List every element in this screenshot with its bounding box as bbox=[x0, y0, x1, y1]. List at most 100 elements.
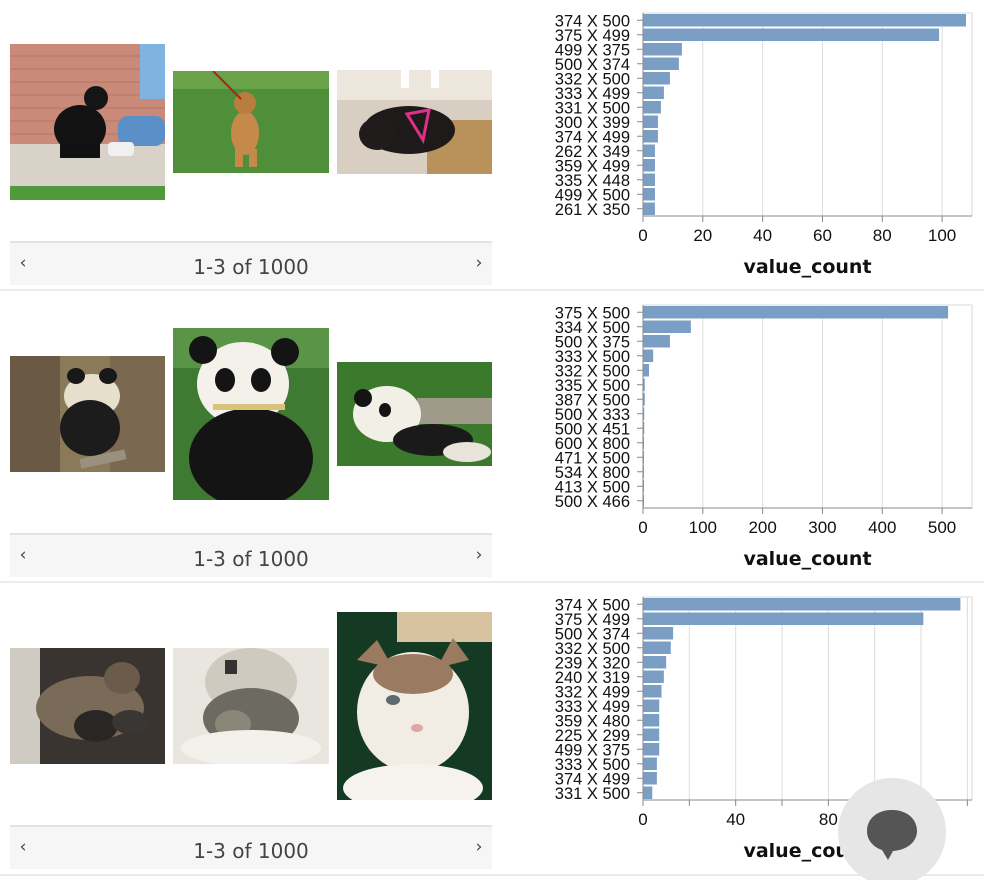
panel-cats: ‹ 1-3 of 1000 › 0 40 80 374 X 500 375 X 499 5… bbox=[0, 584, 984, 875]
y-category-label: 331 X 500 bbox=[555, 785, 630, 803]
bar[interactable] bbox=[643, 14, 967, 27]
pager-label: 1-3 of 1000 bbox=[193, 839, 309, 863]
thumbnail-black-dog[interactable] bbox=[10, 44, 165, 200]
thumbnail-tabby-basket[interactable] bbox=[173, 648, 329, 764]
bar[interactable] bbox=[643, 202, 655, 216]
chat-button[interactable] bbox=[838, 778, 946, 880]
bar[interactable] bbox=[643, 627, 674, 640]
bar[interactable] bbox=[643, 641, 671, 655]
bar[interactable] bbox=[643, 699, 660, 713]
pager-next-button[interactable]: › bbox=[475, 545, 483, 565]
panda-eating-bamboo-photo-icon bbox=[173, 328, 329, 500]
thumbnail-black-pug[interactable] bbox=[337, 70, 492, 174]
y-category-label: 300 X 399 bbox=[555, 114, 630, 132]
x-tick-label: 60 bbox=[813, 226, 832, 245]
image-gallery bbox=[10, 0, 492, 291]
thumbnail-panda-tree[interactable] bbox=[10, 356, 165, 472]
bar[interactable] bbox=[643, 612, 924, 626]
panda-lying-grass-photo-icon bbox=[337, 362, 492, 466]
bar[interactable] bbox=[643, 320, 691, 334]
bar[interactable] bbox=[643, 364, 649, 377]
thumbnail-tan-dog[interactable] bbox=[173, 71, 329, 173]
bar[interactable] bbox=[643, 772, 657, 785]
bar[interactable] bbox=[643, 728, 660, 742]
pager-prev-button[interactable]: ‹ bbox=[19, 837, 27, 857]
bar[interactable] bbox=[643, 349, 654, 363]
x-tick-label: 400 bbox=[868, 518, 896, 537]
y-category-label: 374 X 500 bbox=[555, 596, 630, 614]
y-category-label: 600 X 800 bbox=[555, 435, 630, 453]
y-category-label: 413 X 500 bbox=[555, 478, 630, 496]
pager-prev-button[interactable]: ‹ bbox=[19, 253, 27, 273]
y-category-label: 240 X 319 bbox=[555, 669, 630, 687]
bar[interactable] bbox=[643, 115, 658, 129]
row-divider bbox=[0, 289, 984, 291]
bar[interactable] bbox=[643, 173, 655, 187]
plot-frame bbox=[642, 12, 973, 217]
bar[interactable] bbox=[643, 757, 657, 771]
y-category-label: 333 X 500 bbox=[555, 348, 630, 366]
y-category-label: 500 X 374 bbox=[555, 56, 630, 74]
pager-next-button[interactable]: › bbox=[475, 253, 483, 273]
bar[interactable] bbox=[643, 786, 653, 800]
y-category-label: 500 X 333 bbox=[555, 406, 630, 424]
y-category-label: 359 X 480 bbox=[555, 712, 630, 730]
bar[interactable] bbox=[643, 656, 667, 669]
pager: ‹ 1-3 of 1000 › bbox=[10, 825, 492, 869]
y-category-label: 375 X 500 bbox=[555, 304, 630, 322]
bar[interactable] bbox=[643, 306, 949, 319]
plot-frame bbox=[642, 304, 973, 509]
bar[interactable] bbox=[643, 43, 682, 56]
bar[interactable] bbox=[643, 188, 655, 201]
y-category-label: 500 X 451 bbox=[555, 420, 630, 438]
bar[interactable] bbox=[643, 407, 645, 421]
y-category-label: 332 X 500 bbox=[555, 362, 630, 380]
thumbnail-panda-bamboo[interactable] bbox=[173, 328, 329, 500]
bar[interactable] bbox=[643, 422, 645, 435]
bar[interactable] bbox=[643, 159, 655, 172]
bar[interactable] bbox=[643, 393, 645, 406]
pager-prev-button[interactable]: ‹ bbox=[19, 545, 27, 565]
bar[interactable] bbox=[643, 743, 660, 756]
bar[interactable] bbox=[643, 714, 660, 727]
pager-next-button[interactable]: › bbox=[475, 837, 483, 857]
bar[interactable] bbox=[643, 72, 670, 85]
bar[interactable] bbox=[643, 86, 664, 100]
y-category-label: 334 X 500 bbox=[555, 319, 630, 337]
thumbnail-white-cat[interactable] bbox=[337, 612, 492, 800]
thumbnail-panda-grass[interactable] bbox=[337, 362, 492, 466]
bar[interactable] bbox=[643, 57, 679, 71]
bar[interactable] bbox=[643, 28, 940, 42]
bar[interactable] bbox=[643, 598, 961, 611]
y-category-label: 332 X 500 bbox=[555, 640, 630, 658]
thumbnail-sleeping-cats[interactable] bbox=[10, 648, 165, 764]
x-tick-label: 80 bbox=[819, 810, 838, 829]
x-tick-label: 200 bbox=[748, 518, 776, 537]
black-dog-photo-icon bbox=[10, 44, 165, 200]
panel-pandas: ‹ 1-3 of 1000 › 0 100 200 300 400 500 375 X 50… bbox=[0, 292, 984, 583]
bar[interactable] bbox=[643, 101, 661, 114]
y-category-label: 333 X 499 bbox=[555, 85, 630, 103]
bar[interactable] bbox=[643, 335, 670, 348]
y-category-label: 225 X 299 bbox=[555, 727, 630, 745]
y-category-label: 387 X 500 bbox=[555, 391, 630, 409]
bar[interactable] bbox=[643, 670, 664, 684]
y-category-label: 335 X 448 bbox=[555, 172, 630, 190]
bar[interactable] bbox=[643, 685, 662, 698]
row-divider bbox=[0, 581, 984, 583]
y-category-label: 333 X 499 bbox=[555, 698, 630, 716]
x-tick-label: 100 bbox=[928, 226, 956, 245]
bar[interactable] bbox=[643, 144, 655, 158]
tabby-cat-basket-photo-icon bbox=[173, 648, 329, 764]
y-category-label: 335 X 500 bbox=[555, 377, 630, 395]
bar[interactable] bbox=[643, 130, 658, 143]
x-tick-label: 40 bbox=[753, 226, 772, 245]
x-tick-label: 0 bbox=[638, 810, 647, 829]
bar[interactable] bbox=[643, 378, 645, 392]
tan-dog-photo-icon bbox=[173, 71, 329, 173]
image-gallery bbox=[10, 584, 492, 875]
x-tick-label: 0 bbox=[638, 226, 647, 245]
